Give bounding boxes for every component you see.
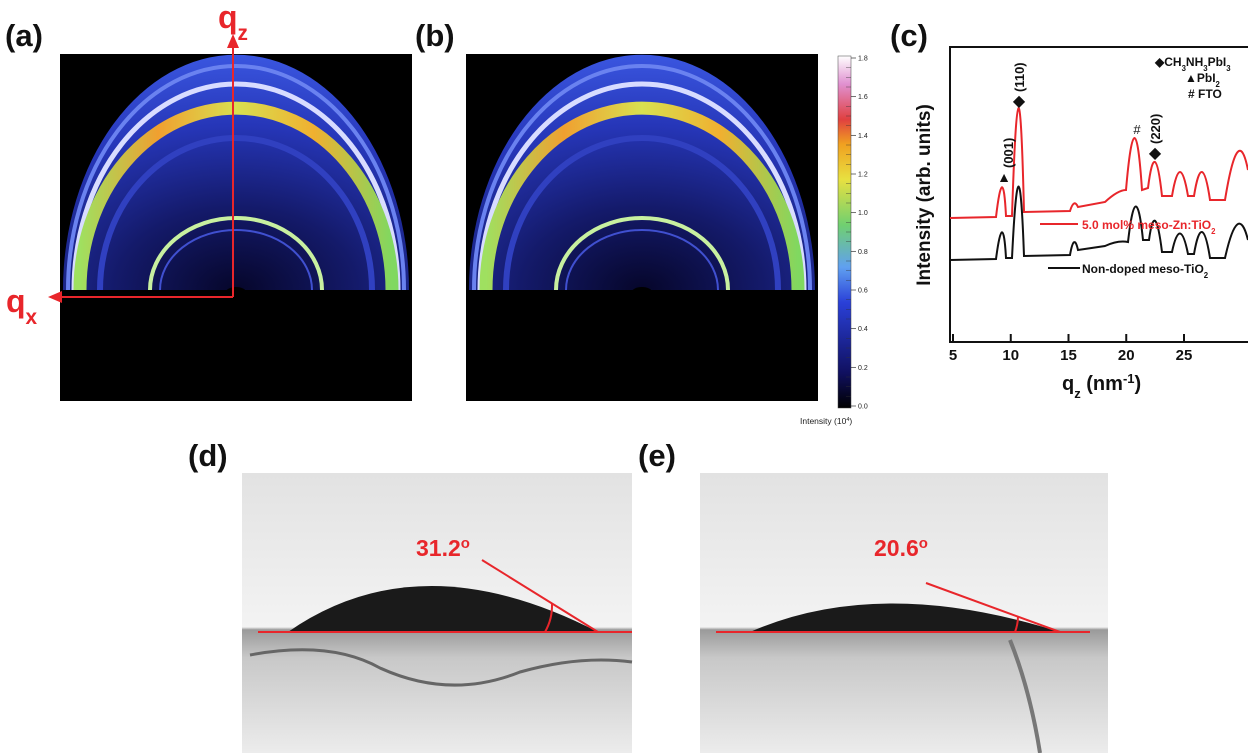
axis-label: qz	[218, 0, 248, 45]
panel-label: (d)	[188, 438, 228, 473]
x-ticks: 5 10 15 20 25	[949, 334, 1193, 364]
peak-symbol: #	[1133, 122, 1141, 137]
plot-frame	[949, 46, 1248, 343]
droplet	[288, 586, 598, 632]
text-segment: )	[1135, 373, 1142, 395]
text-segment: x	[26, 306, 38, 329]
arrow	[48, 291, 62, 303]
peak-symbol: ◆	[1013, 93, 1026, 110]
text-segment: ▲PbI	[1185, 71, 1216, 85]
tick-label: 1.4	[858, 133, 868, 140]
text-segment: 2	[1204, 271, 1209, 280]
texture	[1008, 639, 1042, 753]
panel-label: (b)	[415, 18, 455, 53]
text-segment: 2	[1216, 80, 1221, 89]
axis-label: qx	[6, 283, 38, 329]
panel-label: (e)	[638, 438, 676, 473]
legend-entry: ▲PbI2	[1185, 71, 1221, 89]
text-segment: -1	[1123, 371, 1135, 386]
tick-label: 0.6	[858, 288, 868, 295]
texture	[249, 648, 633, 687]
text-segment: o	[919, 535, 928, 552]
series-label: Non-doped meso-TiO2	[1082, 262, 1209, 280]
tick-label: 20	[1118, 347, 1135, 364]
curve-doped	[949, 107, 1248, 219]
tick-label: 15	[1060, 347, 1077, 364]
text-segment: Non-doped meso-TiO	[1082, 262, 1204, 276]
tick-label: 0.0	[858, 404, 868, 411]
droplet	[750, 603, 1060, 632]
colorbar-ticks: 0.0 0.2 0.4 0.6 0.8 1.0 1.2 1.4 1.6 1.8	[846, 56, 868, 411]
text-segment: 2	[1211, 227, 1216, 236]
text-segment: q	[1062, 373, 1074, 395]
text-segment: ◆CH	[1154, 55, 1182, 69]
tangent	[481, 559, 599, 633]
peak-label: (220)	[1148, 114, 1163, 144]
angle-arc	[544, 603, 554, 633]
text-segment: z	[1074, 386, 1081, 401]
text-segment: o	[461, 535, 470, 552]
legend-entry: # FTO	[1188, 87, 1222, 101]
arrow	[227, 34, 239, 48]
tick-label: 1.8	[858, 56, 868, 63]
peak-label: (001)	[1001, 138, 1016, 168]
tick-label: 1.6	[858, 94, 868, 101]
peak-symbol: ◆	[1149, 145, 1162, 162]
giwaxs-image	[60, 54, 412, 401]
text-segment: 31.2	[416, 535, 461, 561]
contact-angle: 31.2o	[416, 535, 470, 562]
giwaxs-image	[466, 54, 818, 401]
text-segment: z	[238, 22, 248, 45]
series-label: 5.0 mol% meso-Zn:TiO2	[1082, 218, 1216, 236]
text-segment: Intensity (10	[800, 416, 847, 426]
colorbar-title: Intensity (104)	[800, 416, 852, 426]
curve-undoped	[949, 185, 1248, 261]
tick-label: 1.0	[858, 210, 868, 217]
text-segment: 5.0 mol% meso-Zn:TiO	[1082, 218, 1211, 232]
tick-label: 25	[1176, 347, 1193, 364]
text-segment: 20.6	[874, 535, 919, 561]
tick-label: 0.4	[858, 326, 868, 333]
text-segment: NH	[1186, 55, 1203, 69]
text-segment: q	[218, 0, 238, 35]
tick-label: 10	[1002, 347, 1019, 364]
text-segment: )	[849, 416, 852, 426]
text-segment: 3	[1226, 64, 1231, 73]
text-segment: 4	[846, 417, 849, 423]
peak-symbol: ▲	[997, 169, 1011, 185]
text-segment: # FTO	[1188, 87, 1222, 101]
angle-arc	[1014, 616, 1019, 633]
text-segment: 3	[1182, 64, 1187, 73]
y-axis-label: Intensity (arb. units)	[914, 104, 935, 286]
x-axis-label: qz (nm-1)	[1062, 371, 1141, 401]
peak-label: (110)	[1012, 62, 1027, 92]
panel-label: (c)	[890, 18, 928, 53]
text-segment: q	[6, 283, 26, 319]
panel-label: (a)	[5, 18, 43, 53]
tick-label: 1.2	[858, 172, 868, 179]
text-segment: 3	[1203, 64, 1208, 73]
text-segment: PbI	[1208, 55, 1227, 69]
contact-angle: 20.6o	[874, 535, 928, 562]
tick-label: 0.2	[858, 365, 868, 372]
tick-label: 5	[949, 347, 957, 364]
legend-entry: ◆CH3NH3PbI3	[1154, 55, 1231, 73]
text-segment: (nm	[1081, 373, 1123, 395]
tangent	[925, 582, 1061, 633]
tick-label: 0.8	[858, 249, 868, 256]
